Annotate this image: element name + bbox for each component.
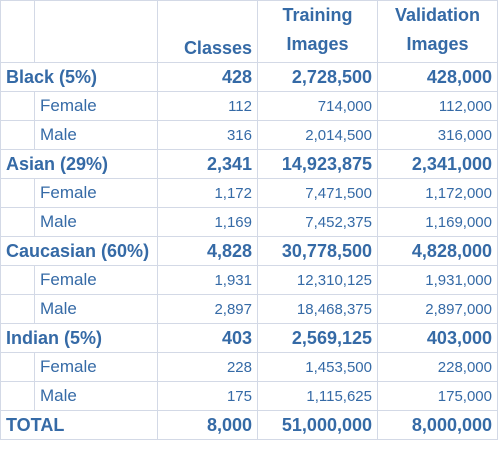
row-label: Asian (29%) xyxy=(0,149,158,179)
row-label: Male xyxy=(34,294,158,324)
group-row: Caucasian (60%) 4,828 30,778,500 4,828,000 xyxy=(0,236,498,266)
group-row: Black (5%) 428 2,728,500 428,000 xyxy=(0,62,498,92)
dataset-statistics-table: Classes Training Images Validation Images … xyxy=(0,0,498,440)
validation-images-cell: 2,341,000 xyxy=(377,149,498,179)
row-label: TOTAL xyxy=(0,410,158,440)
subgroup-row: Male 1,169 7,452,375 1,169,000 xyxy=(0,207,498,237)
row-label: Male xyxy=(34,381,158,411)
row-label: Female xyxy=(34,265,158,295)
classes-cell: 428 xyxy=(157,62,258,92)
validation-images-cell: 112,000 xyxy=(377,91,498,121)
subgroup-row: Female 1,931 12,310,125 1,931,000 xyxy=(0,265,498,295)
classes-cell: 175 xyxy=(157,381,258,411)
validation-images-cell: 8,000,000 xyxy=(377,410,498,440)
training-images-cell: 2,728,500 xyxy=(257,62,378,92)
validation-images-cell: 228,000 xyxy=(377,352,498,382)
validation-images-cell: 1,172,000 xyxy=(377,178,498,208)
training-images-cell: 2,014,500 xyxy=(257,120,378,150)
validation-images-cell: 428,000 xyxy=(377,62,498,92)
row-label: Male xyxy=(34,120,158,150)
indent-cell xyxy=(0,207,35,237)
indent-cell xyxy=(0,294,35,324)
training-images-cell: 7,471,500 xyxy=(257,178,378,208)
subgroup-row: Male 316 2,014,500 316,000 xyxy=(0,120,498,150)
row-label: Indian (5%) xyxy=(0,323,158,353)
training-images-cell: 30,778,500 xyxy=(257,236,378,266)
classes-cell: 228 xyxy=(157,352,258,382)
header-training-images: Training Images xyxy=(257,0,378,63)
training-images-cell: 14,923,875 xyxy=(257,149,378,179)
training-images-cell: 18,468,375 xyxy=(257,294,378,324)
classes-cell: 1,172 xyxy=(157,178,258,208)
row-label: Black (5%) xyxy=(0,62,158,92)
header-empty-cell xyxy=(0,0,35,63)
validation-images-cell: 1,931,000 xyxy=(377,265,498,295)
header-empty-cell xyxy=(34,0,158,63)
group-row: Indian (5%) 403 2,569,125 403,000 xyxy=(0,323,498,353)
classes-cell: 2,897 xyxy=(157,294,258,324)
row-label: Caucasian (60%) xyxy=(0,236,158,266)
header-classes: Classes xyxy=(157,0,258,63)
training-images-cell: 2,569,125 xyxy=(257,323,378,353)
subgroup-row: Female 1,172 7,471,500 1,172,000 xyxy=(0,178,498,208)
classes-cell: 8,000 xyxy=(157,410,258,440)
classes-cell: 403 xyxy=(157,323,258,353)
subgroup-row: Male 2,897 18,468,375 2,897,000 xyxy=(0,294,498,324)
indent-cell xyxy=(0,91,35,121)
validation-images-cell: 2,897,000 xyxy=(377,294,498,324)
training-images-cell: 1,115,625 xyxy=(257,381,378,411)
total-row: TOTAL 8,000 51,000,000 8,000,000 xyxy=(0,410,498,440)
indent-cell xyxy=(0,120,35,150)
classes-cell: 2,341 xyxy=(157,149,258,179)
validation-images-cell: 316,000 xyxy=(377,120,498,150)
validation-images-cell: 175,000 xyxy=(377,381,498,411)
row-label: Male xyxy=(34,207,158,237)
training-images-cell: 714,000 xyxy=(257,91,378,121)
subgroup-row: Female 112 714,000 112,000 xyxy=(0,91,498,121)
row-label: Female xyxy=(34,352,158,382)
indent-cell xyxy=(0,352,35,382)
classes-cell: 1,931 xyxy=(157,265,258,295)
training-images-cell: 1,453,500 xyxy=(257,352,378,382)
subgroup-row: Female 228 1,453,500 228,000 xyxy=(0,352,498,382)
row-label: Female xyxy=(34,91,158,121)
subgroup-row: Male 175 1,115,625 175,000 xyxy=(0,381,498,411)
training-images-cell: 12,310,125 xyxy=(257,265,378,295)
validation-images-cell: 4,828,000 xyxy=(377,236,498,266)
classes-cell: 1,169 xyxy=(157,207,258,237)
training-images-cell: 51,000,000 xyxy=(257,410,378,440)
indent-cell xyxy=(0,178,35,208)
group-row: Asian (29%) 2,341 14,923,875 2,341,000 xyxy=(0,149,498,179)
validation-images-cell: 1,169,000 xyxy=(377,207,498,237)
indent-cell xyxy=(0,381,35,411)
classes-cell: 4,828 xyxy=(157,236,258,266)
training-images-cell: 7,452,375 xyxy=(257,207,378,237)
classes-cell: 112 xyxy=(157,91,258,121)
validation-images-cell: 403,000 xyxy=(377,323,498,353)
row-label: Female xyxy=(34,178,158,208)
indent-cell xyxy=(0,265,35,295)
header-validation-images: Validation Images xyxy=(377,0,498,63)
classes-cell: 316 xyxy=(157,120,258,150)
header-row: Classes Training Images Validation Images xyxy=(0,0,498,63)
